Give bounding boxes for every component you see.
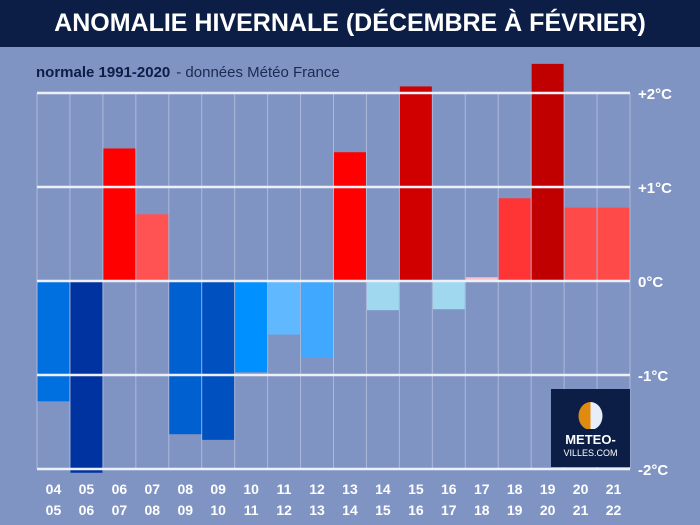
y-tick-label: 0°C	[638, 274, 663, 291]
x-tick-label: 18	[474, 502, 490, 518]
bar-14-15	[366, 281, 399, 311]
bar-09-10	[202, 281, 235, 440]
logo-line1: METEO-	[565, 432, 616, 447]
chart-title: ANOMALIE HIVERNALE (DÉCEMBRE À FÉVRIER)	[0, 0, 700, 47]
data-source: - données Météo France	[176, 64, 340, 81]
y-tick-label: -2°C	[638, 462, 668, 479]
x-tick-label: 20	[573, 481, 589, 497]
x-tick-label: 14	[375, 481, 391, 497]
x-tick-label: 10	[210, 502, 226, 518]
x-tick-label: 06	[79, 502, 95, 518]
x-tick-label: 15	[375, 502, 391, 518]
bar-12-13	[301, 281, 333, 358]
bar-17-18	[465, 277, 498, 281]
x-tick-label: 21	[606, 481, 622, 497]
x-tick-label: 09	[177, 502, 193, 518]
bar-16-17	[432, 281, 465, 310]
x-tick-label: 10	[243, 481, 259, 497]
normal-period: normale 1991-2020	[36, 64, 171, 81]
bar-13-14	[334, 152, 366, 281]
x-tick-label: 12	[309, 481, 325, 497]
x-tick-label: 07	[112, 502, 128, 518]
bar-15-16	[399, 86, 432, 281]
x-tick-label: 05	[79, 481, 95, 497]
x-tick-label: 06	[112, 481, 128, 497]
bar-11-12	[268, 281, 301, 335]
y-tick-label: +1°C	[638, 180, 672, 197]
x-tick-label: 19	[507, 502, 523, 518]
x-tick-label: 11	[244, 502, 259, 518]
sun-moon-icon	[578, 402, 603, 429]
x-tick-label: 07	[145, 481, 161, 497]
logo-line2: VILLES.COM	[563, 448, 618, 458]
x-tick-label: 19	[540, 481, 556, 497]
bar-18-19	[498, 198, 531, 281]
x-tick-label: 16	[408, 502, 424, 518]
x-tick-label: 21	[573, 502, 589, 518]
bar-07-08	[136, 214, 169, 281]
x-tick-label: 22	[606, 502, 622, 518]
y-tick-label: -1°C	[638, 368, 668, 385]
y-tick-label: +2°C	[638, 86, 672, 103]
x-tick-label: 14	[342, 502, 358, 518]
x-tick-label: 05	[46, 502, 62, 518]
x-tick-label: 11	[277, 481, 292, 497]
x-tick-label: 17	[474, 481, 490, 497]
bar-05-06	[70, 281, 103, 473]
bar-06-07	[103, 148, 136, 281]
x-tick-label: 04	[46, 481, 62, 497]
x-tick-label: 15	[408, 481, 424, 497]
x-tick-label: 08	[145, 502, 161, 518]
x-tick-label: 16	[441, 481, 457, 497]
bar-04-05	[37, 281, 70, 402]
x-tick-label: 20	[540, 502, 556, 518]
bar-19-20	[531, 63, 564, 281]
x-tick-label: 08	[177, 481, 193, 497]
x-tick-label: 13	[309, 502, 325, 518]
bar-21-22	[597, 207, 630, 281]
x-tick-label: 13	[342, 481, 358, 497]
x-tick-label: 18	[507, 481, 523, 497]
bar-20-21	[564, 207, 597, 281]
bar-08-09	[169, 281, 202, 435]
meteo-villes-logo: METEO- VILLES.COM	[551, 389, 630, 467]
x-tick-label: 12	[276, 502, 292, 518]
chart-subtitle: normale 1991-2020 - données Météo France	[36, 64, 340, 81]
x-tick-label: 09	[210, 481, 226, 497]
x-tick-label: 17	[441, 502, 457, 518]
bar-10-11	[235, 281, 268, 373]
